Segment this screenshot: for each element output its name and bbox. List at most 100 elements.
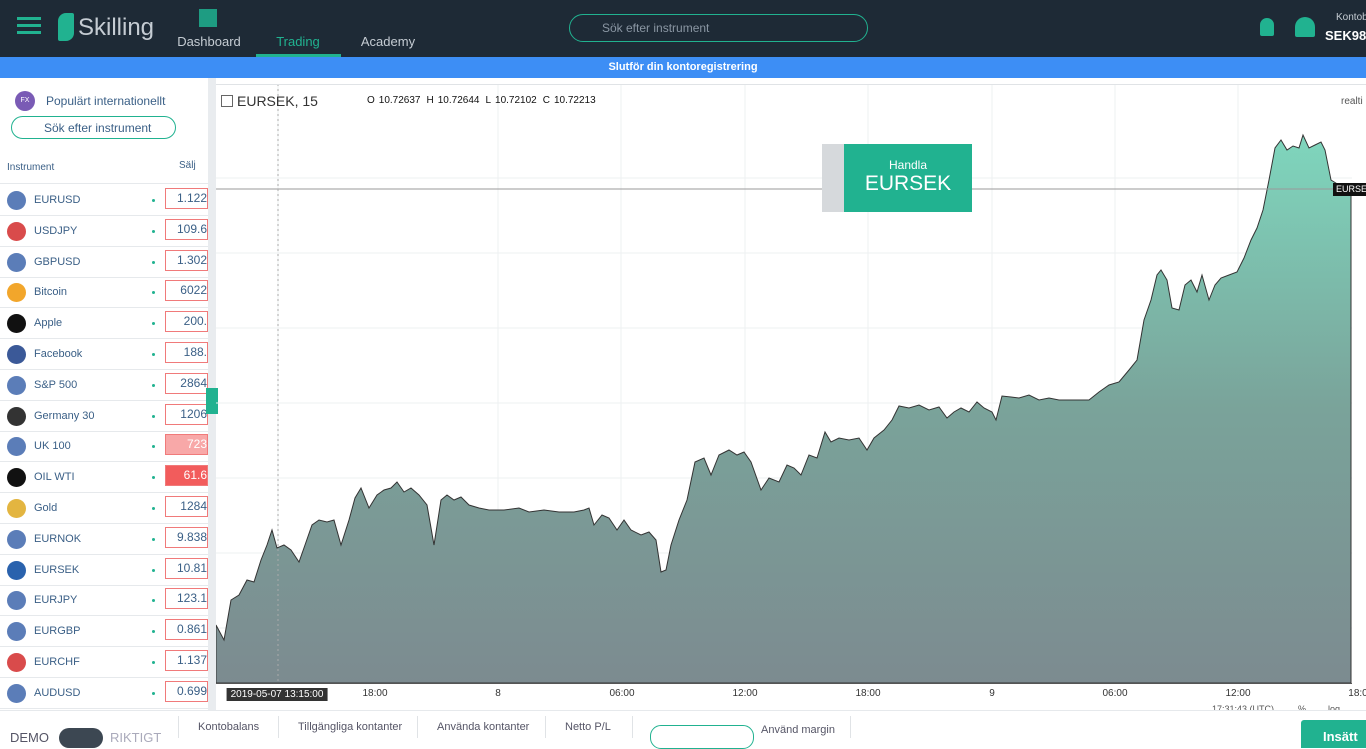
menu-icon[interactable] [17, 17, 41, 20]
drag-handle[interactable] [822, 144, 844, 212]
sell-price[interactable]: 0.699 [165, 680, 208, 702]
top-bar: Skilling Dashboard Trading Academy Sök e… [0, 0, 1366, 57]
sell-price[interactable]: 123.1 [165, 588, 208, 610]
instrument-icon [7, 560, 26, 580]
instrument-name: UK 100 [34, 440, 71, 453]
status-dot [152, 414, 155, 418]
footer-item: Netto P/L [565, 721, 611, 733]
deposit-button[interactable]: Insätt [1301, 720, 1366, 748]
banner[interactable]: Slutför din kontoregistrering [0, 57, 1366, 78]
instrument-row[interactable]: EURNOK 9.838 [0, 523, 208, 555]
instrument-name: Apple [34, 317, 63, 330]
sell-price[interactable]: 9.838 [165, 526, 208, 548]
footer-divider [632, 716, 633, 738]
status-dot [152, 661, 155, 664]
sell-price[interactable]: 0.861 [165, 619, 208, 641]
x-axis [216, 683, 1352, 684]
instrument-row[interactable]: GBPUSD 1.302 [0, 246, 208, 278]
ohlc-value: 10.72213 [553, 95, 596, 106]
splitter-handle[interactable] [206, 388, 218, 414]
x-label: 2019-05-07 13:15:00 [226, 688, 328, 701]
search-box[interactable]: Sök efter instrument [569, 14, 868, 42]
instrument-row[interactable]: Bitcoin 6022 [0, 276, 208, 309]
nav-item[interactable]: Trading [276, 34, 320, 49]
sell-price[interactable]: 1.122 [165, 188, 208, 209]
status-dot [152, 630, 155, 634]
x-label: 06:00 [609, 688, 635, 699]
instrument-name: EURSEK [34, 563, 80, 576]
status-dot [152, 353, 155, 356]
pct-toggle[interactable]: % [1298, 704, 1307, 714]
user-icon[interactable] [1295, 17, 1315, 37]
sidebar-search[interactable]: Sök efter instrument [11, 116, 176, 139]
nav-underline [256, 54, 341, 57]
sell-price[interactable]: 200. [165, 311, 208, 333]
log-toggle[interactable]: log [1328, 704, 1341, 714]
status-dot [152, 445, 155, 449]
splitter[interactable] [206, 78, 218, 710]
instrument-row[interactable]: OIL WTI 61.6 [0, 461, 208, 494]
symbol: EURSEK, 15 [237, 93, 318, 109]
sell-price[interactable]: 1206 [165, 403, 208, 425]
instrument-icon [7, 375, 26, 395]
trade-label: Handla [888, 158, 928, 172]
instrument-icon [7, 653, 26, 672]
ohlc-key: O [367, 95, 375, 106]
mode-toggle[interactable] [59, 728, 103, 748]
instrument-name: GBPUSD [34, 255, 81, 268]
x-label: 18:00 [362, 688, 388, 699]
sell-price[interactable]: 10.81 [165, 557, 208, 579]
status-dot [152, 599, 155, 603]
instrument-row[interactable]: EURSEK 10.81 [0, 554, 208, 586]
instrument-row[interactable]: Germany 30 1206 [0, 400, 208, 432]
instrument-row[interactable]: EURJPY 123.1 [0, 584, 208, 617]
status-dot [152, 322, 155, 326]
instrument-row[interactable]: EURCHF 1.137 [0, 646, 208, 678]
ohlc-value: 10.72637 [378, 95, 421, 106]
instrument-name: Bitcoin [34, 286, 68, 299]
instrument-row[interactable]: Gold 1284 [0, 492, 208, 524]
instrument-row[interactable]: USDJPY 109.6 [0, 215, 208, 247]
instrument-icon [7, 468, 26, 488]
trade-button[interactable]: Handla EURSEK [844, 144, 972, 212]
bell-icon[interactable] [1260, 18, 1274, 36]
instrument-name: EURCHF [34, 656, 80, 668]
sell-price[interactable]: 61.6 [165, 465, 208, 487]
instrument-row[interactable]: UK 100 723 [0, 430, 208, 463]
search-placeholder: Sök efter instrument [602, 21, 710, 35]
sell-price[interactable]: 1284 [165, 496, 208, 517]
sell-price[interactable]: 2864 [165, 372, 208, 394]
logo-mark [58, 13, 74, 41]
instrument-row[interactable]: Facebook 188. [0, 338, 208, 370]
instrument-row[interactable]: EURGBP 0.861 [0, 615, 208, 648]
sell-price[interactable]: 1.137 [165, 650, 208, 671]
x-label: 12:00 [732, 688, 758, 699]
footer-item: Tillgängliga kontanter [298, 721, 403, 733]
collapse-icon[interactable] [221, 95, 233, 107]
status-dot [152, 507, 155, 510]
sell-price[interactable]: 188. [165, 342, 208, 363]
x-label: 18:0 [1348, 688, 1366, 699]
instrument-row[interactable]: EURUSD 1.122 [0, 184, 208, 216]
account-value: SEK98 [1325, 28, 1366, 43]
x-label: 12:00 [1225, 688, 1251, 699]
margin-toggle[interactable] [650, 725, 754, 749]
group-select[interactable]: Populärt internationellt [46, 94, 166, 108]
instrument-icon [7, 437, 26, 457]
instrument-icon [7, 499, 26, 518]
x-label: 9 [989, 688, 995, 699]
nav-item[interactable]: Dashboard [177, 34, 241, 49]
instrument-row[interactable]: Apple 200. [0, 307, 208, 340]
sell-price[interactable]: 6022 [165, 280, 208, 302]
instrument-row[interactable]: S&P 500 2864 [0, 369, 208, 401]
instrument-row[interactable]: AUDUSD 0.699 [0, 677, 208, 709]
nav-item[interactable]: Academy [360, 34, 416, 49]
sell-price[interactable]: 723 [165, 434, 208, 456]
price-area [216, 133, 1352, 684]
instrument-name: Gold [34, 502, 58, 514]
sell-price[interactable]: 109.6 [165, 218, 208, 240]
chart-border [216, 84, 1366, 85]
sell-price[interactable]: 1.302 [165, 249, 208, 271]
col-header: Sälj [179, 160, 196, 171]
